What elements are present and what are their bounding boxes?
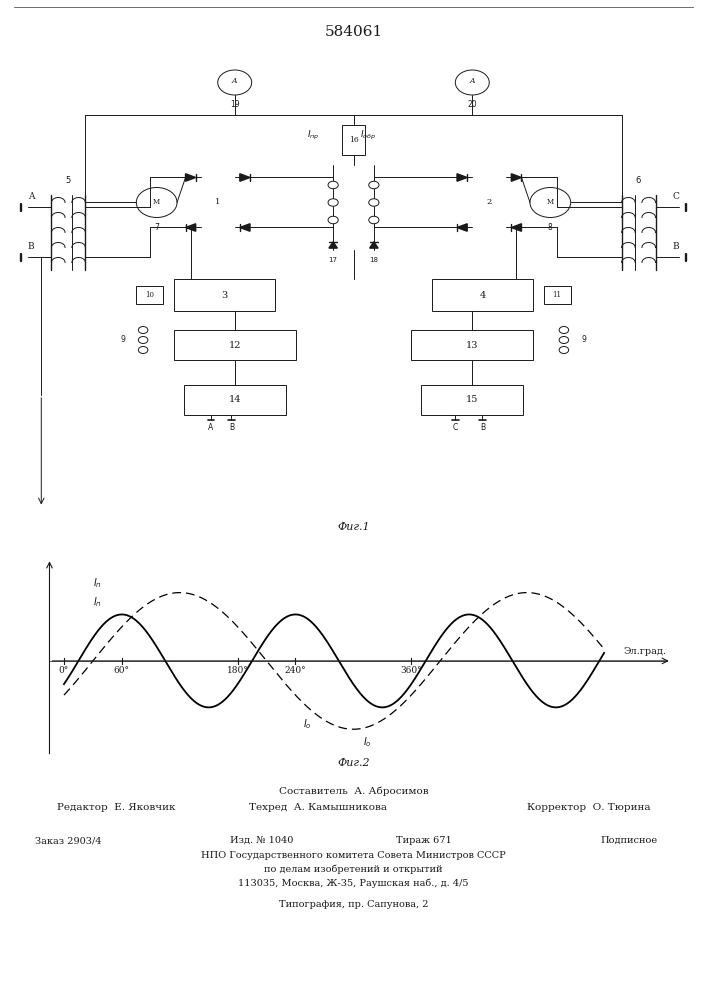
Circle shape — [559, 326, 568, 334]
Text: 4: 4 — [479, 290, 486, 300]
Text: Подписное: Подписное — [600, 836, 658, 845]
Text: Тираж 671: Тираж 671 — [397, 836, 452, 845]
Text: $I_п$: $I_п$ — [93, 576, 102, 590]
Circle shape — [139, 326, 148, 334]
Circle shape — [369, 216, 379, 224]
Text: C: C — [672, 192, 679, 201]
Text: Заказ 2903/4: Заказ 2903/4 — [35, 836, 102, 845]
Bar — [341, 125, 366, 155]
Polygon shape — [240, 224, 250, 231]
Text: 0°: 0° — [59, 666, 69, 675]
Text: 7: 7 — [154, 223, 159, 232]
Text: 2: 2 — [486, 198, 492, 207]
Text: Корректор  О. Тюрина: Корректор О. Тюрина — [527, 803, 650, 812]
Text: 113035, Москва, Ж-35, Раушская наб., д. 4/5: 113035, Москва, Ж-35, Раушская наб., д. … — [238, 879, 469, 888]
Text: A: A — [28, 192, 35, 201]
Text: 16: 16 — [349, 136, 358, 144]
Bar — [184, 385, 286, 415]
Text: Фиг.1: Фиг.1 — [337, 522, 370, 532]
Text: НПО Государственного комитета Совета Министров СССР: НПО Государственного комитета Совета Мин… — [201, 851, 506, 860]
Circle shape — [139, 336, 148, 344]
Bar — [421, 385, 523, 415]
Text: Составитель  А. Абросимов: Составитель А. Абросимов — [279, 786, 428, 796]
Text: 15: 15 — [466, 395, 479, 404]
Bar — [431, 279, 533, 311]
Text: 18: 18 — [369, 257, 378, 263]
Polygon shape — [185, 224, 196, 231]
Text: Типография, пр. Сапунова, 2: Типография, пр. Сапунова, 2 — [279, 900, 428, 909]
Circle shape — [139, 347, 148, 354]
Text: 180°: 180° — [227, 666, 248, 675]
Text: 6: 6 — [636, 176, 641, 185]
Text: 5: 5 — [66, 176, 71, 185]
Text: A: A — [469, 77, 475, 85]
Text: A: A — [209, 422, 214, 432]
Text: Эл.град.: Эл.град. — [624, 647, 667, 656]
Text: 14: 14 — [228, 395, 241, 404]
Polygon shape — [457, 224, 467, 231]
Polygon shape — [240, 174, 250, 181]
Text: $I_{пр}$: $I_{пр}$ — [307, 128, 320, 142]
Polygon shape — [457, 174, 467, 181]
Bar — [174, 330, 296, 360]
Text: B: B — [480, 422, 485, 432]
Text: $I_о$: $I_о$ — [303, 717, 312, 731]
Polygon shape — [511, 174, 522, 181]
Text: 584061: 584061 — [325, 24, 382, 38]
Polygon shape — [511, 224, 522, 231]
Circle shape — [559, 336, 568, 344]
Text: A: A — [232, 77, 238, 85]
Text: 11: 11 — [553, 291, 561, 299]
Bar — [544, 286, 571, 304]
Text: Фиг.2: Фиг.2 — [337, 758, 370, 768]
Text: $I_{обр}$: $I_{обр}$ — [361, 128, 376, 142]
Text: Изд. № 1040: Изд. № 1040 — [230, 836, 293, 845]
Text: 9: 9 — [120, 336, 125, 344]
Circle shape — [369, 181, 379, 189]
Text: $I_о$: $I_о$ — [363, 735, 372, 749]
Text: 17: 17 — [329, 257, 338, 263]
Bar — [136, 286, 163, 304]
Polygon shape — [329, 242, 337, 248]
Text: C: C — [452, 422, 458, 432]
Text: 240°: 240° — [285, 666, 306, 675]
Text: 19: 19 — [230, 100, 240, 109]
Polygon shape — [185, 174, 196, 181]
Text: 10: 10 — [146, 291, 154, 299]
Bar — [174, 279, 276, 311]
Text: 20: 20 — [467, 100, 477, 109]
Circle shape — [328, 216, 338, 224]
Text: Редактор  Е. Яковчик: Редактор Е. Яковчик — [57, 803, 175, 812]
Text: M: M — [547, 198, 554, 207]
Text: 360°: 360° — [400, 666, 422, 675]
Text: 13: 13 — [466, 340, 479, 350]
Circle shape — [559, 347, 568, 354]
Circle shape — [369, 199, 379, 206]
Circle shape — [328, 199, 338, 206]
Polygon shape — [370, 242, 378, 248]
Text: B: B — [229, 422, 234, 432]
Text: B: B — [28, 242, 35, 251]
Text: 9: 9 — [582, 336, 587, 344]
Circle shape — [328, 181, 338, 189]
Text: 60°: 60° — [114, 666, 130, 675]
Text: по делам изобретений и открытий: по делам изобретений и открытий — [264, 865, 443, 874]
Text: 8: 8 — [548, 223, 553, 232]
Text: 12: 12 — [228, 340, 241, 350]
Text: $I_п$: $I_п$ — [93, 595, 102, 609]
Text: M: M — [153, 198, 160, 207]
Text: 3: 3 — [221, 290, 228, 300]
Text: 1: 1 — [215, 198, 221, 207]
Text: B: B — [672, 242, 679, 251]
Text: Техред  А. Камышникова: Техред А. Камышникова — [249, 803, 387, 812]
Bar — [411, 330, 533, 360]
